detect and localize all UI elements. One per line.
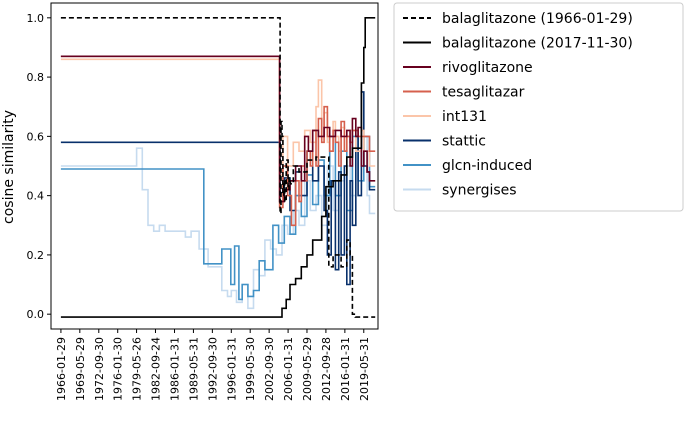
y-tick-label: 0.2 <box>27 249 45 262</box>
x-tick-label: 1972-09-30 <box>93 337 106 401</box>
legend-label-7: synergises <box>442 183 517 199</box>
legend-label-6: glcn-induced <box>442 158 532 174</box>
x-tick-label: 1989-05-31 <box>187 337 200 401</box>
x-tick-label: 1979-05-26 <box>131 337 144 401</box>
x-tick-label: 1969-05-29 <box>74 337 87 401</box>
legend-label-0: balaglitazone (1966-01-29) <box>442 11 633 27</box>
y-tick-label: 0.0 <box>27 308 45 321</box>
x-axis: 1966-01-29 1969-05-29 1972-09-30 1976-01-30… <box>55 329 371 401</box>
legend: balaglitazone (1966-01-29) balaglitazone … <box>393 2 684 212</box>
x-tick-label: 2006-01-31 <box>282 337 295 401</box>
legend-label-1: balaglitazone (2017-11-30) <box>442 36 633 52</box>
x-tick-label: 1986-01-31 <box>169 337 182 401</box>
y-tick-label: 1.0 <box>27 12 45 25</box>
series-line-3 <box>60 55 376 227</box>
x-tick-label: 1966-01-29 <box>55 337 68 401</box>
legend-label-2: rivoglitazone <box>442 60 533 76</box>
legend-frame <box>393 2 684 212</box>
x-tick-label: 1992-09-30 <box>206 337 219 401</box>
legend-label-4: int131 <box>442 109 487 125</box>
x-tick-label: 2002-09-30 <box>263 337 276 401</box>
y-axis: 0.0 0.2 0.4 0.6 0.8 1.0 <box>27 12 51 321</box>
plot-frame <box>50 2 379 330</box>
x-tick-label: 1999-05-30 <box>244 337 257 401</box>
legend-label-5: stattic <box>442 134 486 150</box>
x-tick-label: 1976-01-30 <box>112 337 125 401</box>
x-tick-label: 1982-09-24 <box>149 337 162 401</box>
series-line-1 <box>60 17 376 318</box>
x-tick-label: 2016-01-31 <box>339 337 352 401</box>
series-line-0 <box>60 17 376 318</box>
legend-label-3: tesaglitazar <box>442 85 525 101</box>
y-tick-label: 0.4 <box>27 190 45 203</box>
x-tick-label: 1996-01-31 <box>225 337 238 401</box>
y-axis-label: cosine similarity <box>1 110 17 224</box>
x-tick-label: 2019-05-31 <box>358 337 371 401</box>
y-tick-label: 0.8 <box>27 71 45 84</box>
y-tick-label: 0.6 <box>27 130 45 143</box>
plot-lines <box>60 17 376 318</box>
x-tick-label: 2009-05-29 <box>301 337 314 401</box>
x-tick-label: 2012-09-28 <box>320 337 333 401</box>
